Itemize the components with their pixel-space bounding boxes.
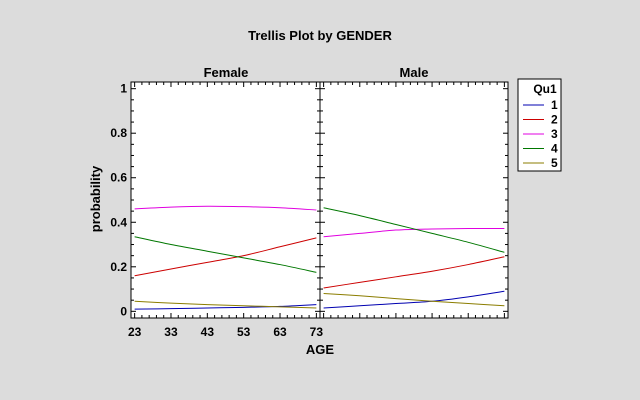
panel-male: Male bbox=[319, 65, 509, 319]
panel-title-male: Male bbox=[400, 65, 429, 80]
legend-title: Qu1 bbox=[533, 82, 557, 96]
y-tick-label-0.8: 0.8 bbox=[110, 126, 127, 140]
series-line-male-1 bbox=[323, 290, 505, 309]
legend-label-3: 3 bbox=[551, 127, 558, 141]
series-line-female-1 bbox=[134, 304, 317, 310]
x-tick-label-73: 73 bbox=[310, 325, 324, 339]
legend-box bbox=[517, 78, 562, 172]
panel-title-female: Female bbox=[204, 65, 249, 80]
series-line-male-5 bbox=[323, 293, 505, 307]
y-tick-label-1: 1 bbox=[120, 82, 127, 96]
x-tick-label-23: 23 bbox=[128, 325, 142, 339]
x-tick-label-63: 63 bbox=[273, 325, 287, 339]
legend-label-2: 2 bbox=[551, 113, 558, 127]
y-tick-label-0: 0 bbox=[120, 304, 127, 318]
chart-title: Trellis Plot by GENDER bbox=[248, 28, 392, 43]
x-tick-label-53: 53 bbox=[237, 325, 251, 339]
series-line-female-4 bbox=[134, 236, 317, 273]
series-line-female-5 bbox=[134, 300, 317, 309]
series-line-male-4 bbox=[323, 207, 505, 253]
y-tick-label-0.4: 0.4 bbox=[110, 215, 127, 229]
x-tick-label-33: 33 bbox=[164, 325, 178, 339]
series-line-female-3 bbox=[134, 205, 317, 211]
series-line-male-2 bbox=[323, 256, 505, 289]
y-axis-label: probability bbox=[88, 165, 103, 232]
legend-label-4: 4 bbox=[551, 142, 558, 156]
legend-label-1: 1 bbox=[551, 98, 558, 112]
panel-female: Female bbox=[130, 65, 321, 319]
y-tick-label-0.2: 0.2 bbox=[110, 260, 127, 274]
series-line-female-2 bbox=[134, 237, 317, 277]
x-axis-label: AGE bbox=[306, 342, 335, 357]
x-tick-label-43: 43 bbox=[201, 325, 215, 339]
y-tick-label-0.6: 0.6 bbox=[110, 171, 127, 185]
plot-area-female bbox=[131, 82, 320, 318]
legend-label-5: 5 bbox=[551, 156, 558, 170]
plot-area-male bbox=[320, 82, 508, 318]
